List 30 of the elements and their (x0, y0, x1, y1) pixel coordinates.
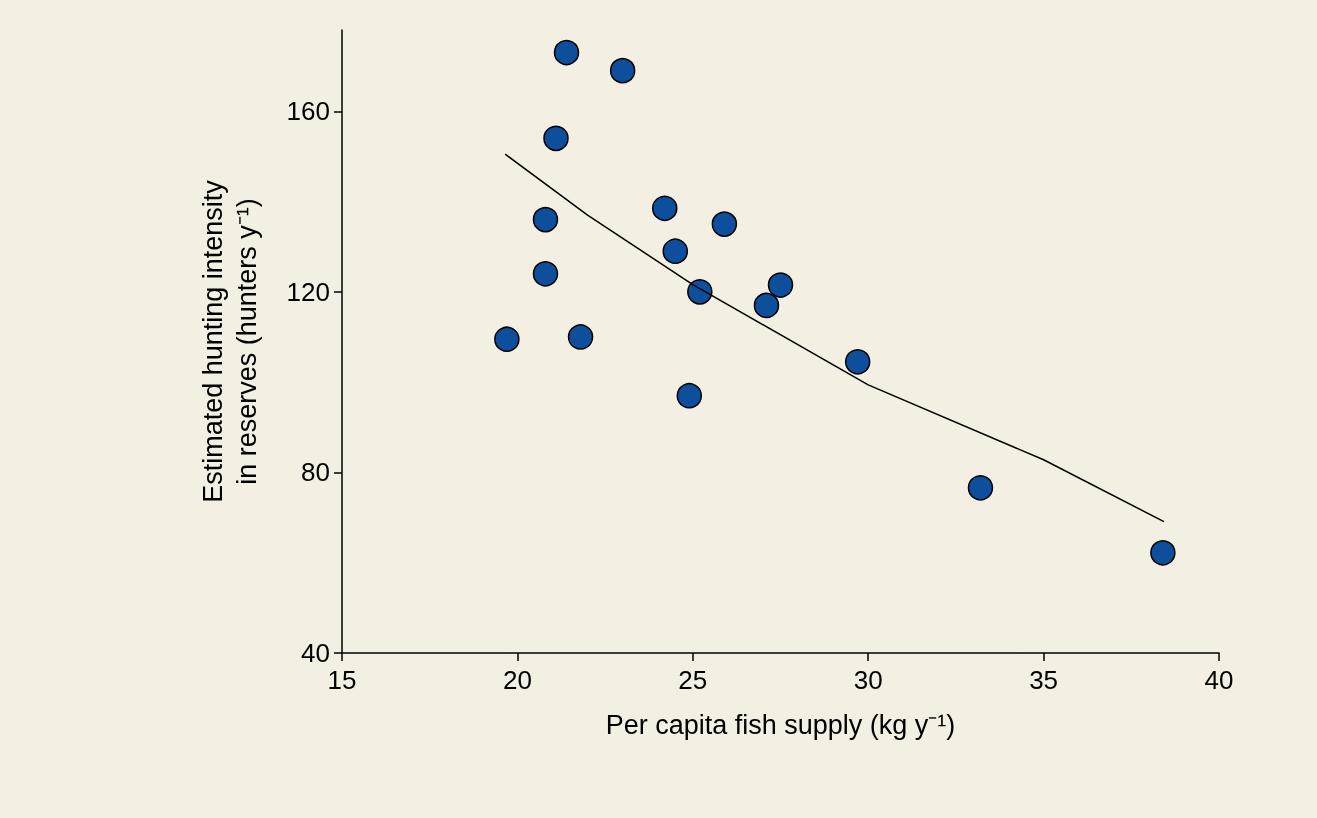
point (676, 382, 703, 409)
point (532, 206, 559, 233)
point (494, 326, 520, 352)
point (753, 292, 780, 319)
point (543, 125, 569, 152)
point (532, 261, 559, 287)
line-series (504, 153, 1165, 523)
x-tick-label: 35 (1029, 665, 1059, 695)
point (767, 272, 794, 298)
x-tick-label: 25 (678, 665, 708, 695)
point (609, 57, 636, 84)
y-tick-label: 160 (286, 96, 330, 127)
y-tick-label: 120 (286, 276, 330, 307)
y-tick-label: 40 (301, 638, 330, 668)
point (567, 324, 594, 350)
y-axis-title: Estimated hunting intensity in reserves (hunters y⁻¹) (198, 179, 262, 503)
point (652, 195, 678, 222)
point (687, 279, 713, 305)
x-tick-label: 20 (502, 665, 532, 695)
x-tick-label: 30 (853, 665, 883, 695)
x-tick-label: 40 (1204, 665, 1234, 695)
point (1150, 540, 1176, 566)
point (844, 349, 871, 375)
point (662, 238, 689, 264)
point (711, 211, 738, 237)
point (967, 475, 994, 501)
x-tick-label: 15 (327, 665, 357, 695)
x-axis-title: Per capita fish supply (kg y⁻¹) (605, 709, 956, 740)
y-tick-label: 80 (301, 457, 330, 488)
point (553, 39, 580, 66)
